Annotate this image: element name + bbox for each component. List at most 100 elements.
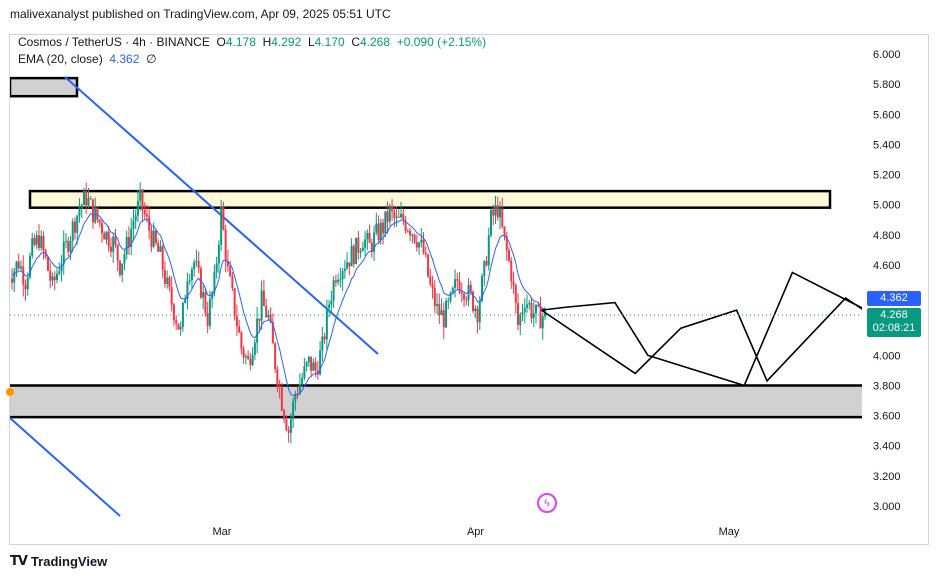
- candle-body: [136, 200, 139, 216]
- candle-body: [161, 246, 164, 271]
- candle-body: [526, 304, 529, 308]
- candle-body: [190, 269, 193, 281]
- candle-body: [58, 271, 61, 274]
- candle-body: [316, 370, 319, 375]
- y-tick-label: 3.200: [873, 471, 901, 483]
- candle-body: [476, 308, 479, 323]
- y-tick-label: 4.800: [873, 230, 901, 242]
- candle-body: [220, 206, 223, 245]
- candle-body: [528, 303, 531, 305]
- candle-body: [143, 210, 146, 215]
- candle-body: [121, 263, 124, 275]
- candle-body: [274, 343, 277, 370]
- candle-body: [166, 277, 169, 284]
- candle-body: [256, 318, 259, 343]
- candle-body: [215, 263, 218, 272]
- candle-body: [62, 241, 65, 265]
- candle-body: [22, 266, 25, 285]
- candle-body: [157, 243, 160, 252]
- last-price-value: 4.268: [880, 309, 908, 321]
- symbol-label: Cosmos / TetherUS · 4h · BINANCE: [18, 35, 210, 49]
- candle-body: [487, 235, 490, 266]
- x-tick-label: Apr: [467, 526, 484, 538]
- candle-body: [46, 256, 49, 271]
- candle-body: [262, 290, 265, 306]
- candle-body: [53, 276, 56, 281]
- resistance-zone: [28, 189, 832, 209]
- candle-body: [67, 240, 70, 252]
- candle-body: [269, 314, 272, 322]
- candle-body: [193, 262, 196, 270]
- candle-body: [539, 306, 542, 329]
- candle-body: [346, 262, 349, 269]
- candle-body: [456, 279, 459, 281]
- candle-body: [388, 205, 391, 222]
- x-tick-label: Mar: [213, 526, 232, 538]
- countdown-value: 02:08:21: [872, 322, 916, 334]
- candle-body: [11, 278, 13, 283]
- candle-body: [233, 288, 236, 317]
- candle-body: [422, 239, 425, 253]
- candle-body: [127, 237, 130, 247]
- candle-body: [51, 276, 54, 281]
- candle-body: [523, 307, 526, 313]
- candle-body: [361, 247, 364, 252]
- candle-body: [424, 252, 427, 255]
- low-label: L: [307, 35, 315, 49]
- candle-body: [341, 271, 344, 280]
- candle-body: [55, 273, 58, 281]
- candle-body: [154, 230, 157, 244]
- candle-body: [330, 300, 333, 305]
- candle-body: [294, 393, 297, 402]
- chart-frame: [9, 34, 929, 545]
- candle-body: [386, 211, 389, 222]
- candle-body: [76, 215, 79, 233]
- candle-body: [393, 210, 396, 218]
- candle-body: [271, 321, 274, 344]
- candle-body: [431, 284, 434, 289]
- candle-body: [287, 429, 290, 433]
- candle-body: [118, 260, 121, 275]
- candle-body: [17, 261, 20, 269]
- candle-body: [159, 246, 162, 252]
- candle-body: [31, 238, 34, 256]
- candle-body: [483, 261, 486, 277]
- candle-body: [413, 234, 416, 243]
- y-tick-label: 3.000: [873, 501, 901, 513]
- candle-body: [145, 214, 148, 217]
- candle-body: [411, 234, 414, 236]
- candle-body: [379, 222, 382, 241]
- event-icon[interactable]: [537, 493, 557, 513]
- candle-body: [406, 230, 409, 232]
- footer-brand[interactable]: 𝗧𝗩 TradingView: [10, 553, 107, 569]
- candle-body: [440, 310, 443, 316]
- candle-body: [465, 299, 468, 301]
- candle-body: [301, 378, 304, 384]
- candle-body: [265, 305, 268, 318]
- candle-body: [125, 237, 128, 255]
- candle-body: [107, 231, 110, 247]
- ema-hidden-icon[interactable]: ∅: [146, 52, 157, 66]
- candle-body: [492, 209, 495, 216]
- candle-body: [541, 316, 544, 329]
- candle-body: [112, 236, 115, 252]
- y-tick-label: 3.800: [873, 380, 901, 392]
- change-value: +0.090 (+2.15%): [396, 35, 487, 49]
- candle-body: [469, 284, 472, 292]
- candle-body: [195, 261, 198, 263]
- low-value: 4.170: [314, 35, 345, 49]
- candle-body: [141, 189, 144, 211]
- ema-legend[interactable]: EMA (20, close) 4.362 ∅: [18, 52, 157, 66]
- candle-body: [357, 237, 360, 253]
- candle-body: [134, 215, 137, 221]
- publisher-header: malivexanalyst published on TradingView.…: [10, 7, 391, 21]
- candle-body: [370, 242, 373, 252]
- candle-body: [211, 292, 214, 300]
- candle-body: [505, 236, 508, 251]
- candle-body: [510, 260, 513, 282]
- lightning-icon: ϟ: [543, 497, 550, 510]
- candle-body: [177, 323, 180, 330]
- candle-body: [103, 233, 106, 240]
- candle-body: [481, 276, 484, 302]
